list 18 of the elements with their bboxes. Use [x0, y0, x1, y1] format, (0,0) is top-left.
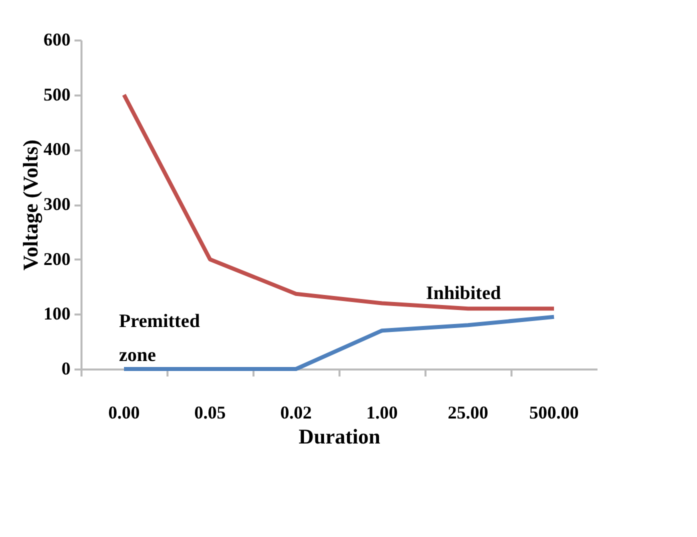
y-tick-label: 100 — [44, 304, 70, 324]
y-tick-label: 400 — [44, 139, 70, 160]
x-tick-label: 0.05 — [194, 402, 226, 422]
y-tick-label: 200 — [44, 248, 70, 269]
x-tick-label: 25.00 — [448, 402, 488, 422]
x-axis-title: Duration — [298, 424, 381, 448]
y-axis-title: Voltage (Volts) — [18, 140, 42, 270]
y-tick-label: 300 — [44, 194, 70, 214]
y-tick-label: 0 — [62, 358, 70, 378]
x-tick-label: 0.00 — [108, 402, 140, 422]
x-tick-label: 1.00 — [366, 402, 398, 422]
annotation: Inhibited — [426, 283, 502, 304]
x-tick-label: 500.00 — [529, 402, 579, 422]
annotation: Premitted zone — [119, 311, 200, 366]
y-tick-label: 500 — [44, 84, 70, 104]
line-series — [122, 92, 556, 311]
y-tick-label: 600 — [44, 30, 70, 50]
x-tick-label: 0.02 — [280, 402, 312, 422]
